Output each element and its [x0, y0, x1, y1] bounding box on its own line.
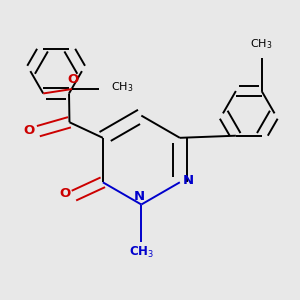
Text: O: O [23, 124, 34, 137]
Text: N: N [134, 190, 145, 203]
Text: O: O [68, 73, 79, 86]
Text: O: O [59, 187, 71, 200]
Text: CH$_3$: CH$_3$ [250, 38, 273, 51]
Text: CH$_3$: CH$_3$ [129, 244, 154, 260]
Text: CH$_3$: CH$_3$ [111, 80, 134, 94]
Text: N: N [182, 174, 194, 187]
